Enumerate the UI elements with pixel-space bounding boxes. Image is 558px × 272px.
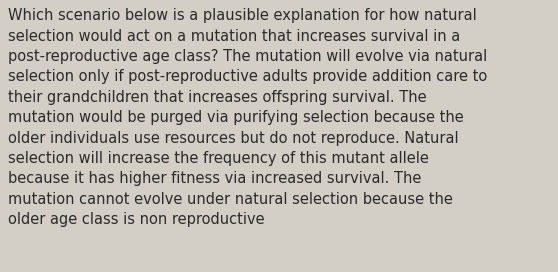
Text: Which scenario below is a plausible explanation for how natural
selection would : Which scenario below is a plausible expl… bbox=[8, 8, 488, 227]
